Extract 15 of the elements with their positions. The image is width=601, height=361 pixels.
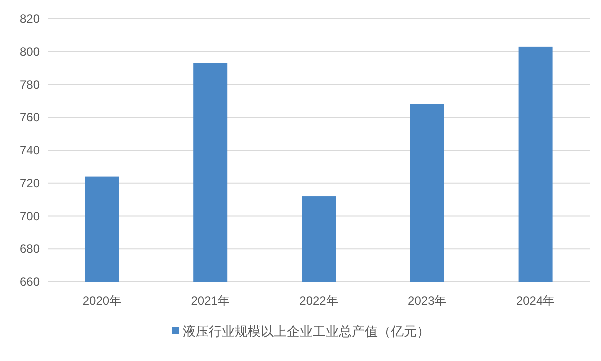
x-tick-label: 2024年 [516, 294, 556, 308]
y-tick-label: 780 [20, 78, 40, 92]
y-tick-label: 700 [20, 209, 40, 224]
legend-label: 液压行业规模以上企业工业总产值（亿元） [183, 324, 430, 339]
x-tick-label: 2020年 [82, 294, 122, 308]
y-tick-label: 800 [20, 44, 40, 59]
y-tick-label: 660 [20, 275, 40, 289]
x-tick-label: 2021年 [191, 294, 230, 308]
y-tick-label: 720 [20, 176, 40, 190]
y-tick-label: 820 [20, 12, 40, 26]
x-tick-label: 2023年 [408, 294, 447, 308]
x-tick-label: 2022年 [300, 294, 338, 308]
y-tick-label: 740 [20, 144, 40, 158]
y-tick-label: 680 [20, 242, 40, 256]
y-tick-label: 760 [20, 110, 40, 125]
